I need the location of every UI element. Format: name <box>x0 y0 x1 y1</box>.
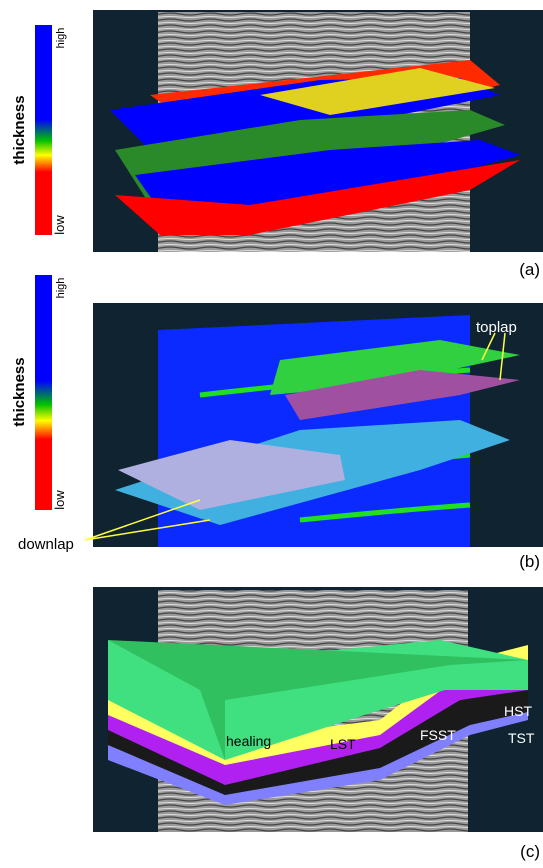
colorbar-high: high <box>55 278 67 299</box>
annotation: healing <box>226 733 271 749</box>
annotation-arrow <box>84 499 211 541</box>
annotation: LST <box>330 736 356 752</box>
horizon-surface <box>270 340 520 395</box>
colorbar-title: thickness <box>11 95 28 164</box>
stratigraphic-unit <box>108 640 528 760</box>
colorbar-title: thickness <box>11 357 28 426</box>
annotation-arrow <box>481 332 506 381</box>
annotation: FSST <box>420 727 456 743</box>
horizon-surface <box>115 160 520 235</box>
panel-a: thickness high low (a) <box>11 10 543 279</box>
colorbar-low: low <box>52 215 67 235</box>
panel-label: (b) <box>519 552 540 571</box>
colorbar <box>35 25 52 235</box>
panel-label: (c) <box>520 842 540 861</box>
horizon-surface <box>118 440 345 510</box>
colorbar-low: low <box>52 490 67 510</box>
colorbar-high: high <box>55 28 67 49</box>
annotation: toplap <box>476 319 517 336</box>
horizon-surface <box>285 370 520 420</box>
annotation: HST <box>504 703 532 719</box>
colorbar <box>35 275 52 510</box>
panel-b: thickness high low toplap downlap (b) <box>11 275 543 571</box>
panel-label: (a) <box>519 260 540 279</box>
annotation: downlap <box>18 536 74 553</box>
horizon-surface <box>260 68 495 115</box>
panel-c: healing LST FSST HST TST (c) <box>93 587 543 861</box>
annotation: TST <box>508 730 535 746</box>
